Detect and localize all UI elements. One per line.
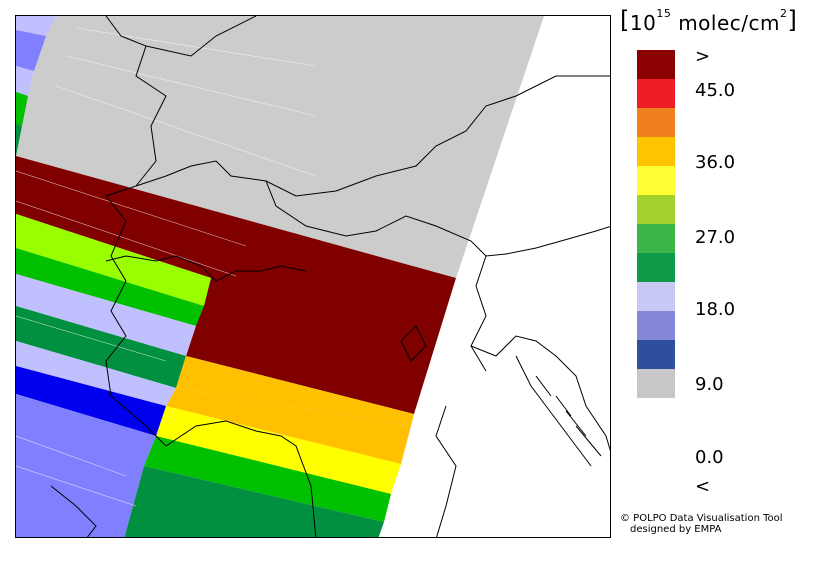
- swath-lavender-mid: [16, 341, 176, 406]
- credit-line-1: © POLPO Data Visualisation Tool: [620, 513, 783, 524]
- unit-exponent: 15: [656, 7, 672, 20]
- legend-label-9: 9.0: [695, 374, 724, 395]
- legend-label-0: 0.0: [695, 447, 724, 468]
- map-canvas: [16, 16, 610, 537]
- legend-swatch: [637, 311, 675, 340]
- legend-label-45: 45.0: [695, 80, 736, 101]
- legend-label-18: 18.0: [695, 299, 736, 320]
- credit-line-2: designed by EMPA: [630, 524, 722, 535]
- legend-swatch: [637, 108, 675, 137]
- swath-orange: [176, 356, 414, 426]
- swath-darkgreen-west: [16, 306, 186, 388]
- edge-lavender-2: [16, 66, 34, 96]
- legend-bracket-open: [: [620, 6, 630, 34]
- swath-yellow: [156, 406, 401, 494]
- swath-lavender-west: [16, 274, 196, 356]
- unit-prefix: 10: [629, 11, 657, 35]
- map-panel: [15, 15, 611, 538]
- legend-bracket-close: ]: [787, 6, 798, 34]
- swath-darkgreen-south: [124, 466, 384, 537]
- legend-swatch: [637, 253, 675, 282]
- unit-power: 2: [779, 7, 788, 20]
- edge-periwinkle: [16, 30, 46, 71]
- legend-label-27: 27.0: [695, 227, 736, 248]
- edge-green: [16, 92, 28, 126]
- legend-label-under: <: [695, 476, 711, 497]
- legend-swatch: [637, 340, 675, 369]
- legend-swatch: [637, 137, 675, 166]
- legend-panel: [1015 molec/cm2] > 45.0 36.0 27.0 18.0 9…: [612, 0, 813, 566]
- legend-swatch: [637, 282, 675, 311]
- legend-swatch: [637, 79, 675, 108]
- legend-swatch: [637, 50, 675, 79]
- swath-green-west: [16, 248, 204, 326]
- legend-swatch: [637, 166, 675, 195]
- swath-blue: [16, 366, 166, 436]
- country-borders: [50, 16, 610, 537]
- edge-lavender-1: [16, 16, 56, 36]
- color-scale-bar: [637, 50, 675, 398]
- swath-green-south: [144, 436, 391, 522]
- legend-unit-title: [1015 molec/cm2]: [620, 6, 798, 36]
- legend-swatch: [637, 224, 675, 253]
- scan-lines: [16, 27, 317, 507]
- edge-darkgreen: [16, 124, 22, 156]
- legend-label-over: >: [695, 46, 711, 67]
- unit-suffix: molec/cm: [678, 11, 780, 35]
- credit-text: © POLPO Data Visualisation Tool designed…: [620, 513, 783, 535]
- legend-swatch: [637, 195, 675, 224]
- legend-label-36: 36.0: [695, 152, 736, 173]
- legend-swatch: [637, 369, 675, 398]
- swath-orange-lower: [166, 388, 411, 464]
- swath-gray-north: [16, 16, 544, 278]
